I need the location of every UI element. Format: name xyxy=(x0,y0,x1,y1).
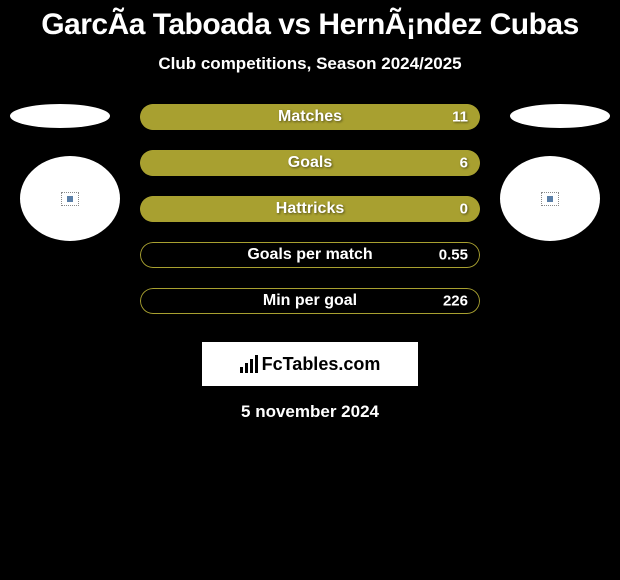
flag-right-icon xyxy=(541,192,559,206)
logo-chart-icon xyxy=(240,355,258,373)
main-container: GarcÃ­a Taboada vs HernÃ¡ndez Cubas Club… xyxy=(0,0,620,422)
stat-bars: Matches 11 Goals 6 Hattricks 0 Goals per… xyxy=(140,104,480,334)
stat-bar: Goals 6 xyxy=(140,150,480,176)
logo-text: FcTables.com xyxy=(262,354,381,375)
bar-label: Min per goal xyxy=(263,292,357,310)
flag-left-icon xyxy=(61,192,79,206)
stat-bar: Hattricks 0 xyxy=(140,196,480,222)
bar-value: 6 xyxy=(460,155,468,172)
player-right-circle xyxy=(500,156,600,241)
bar-value: 226 xyxy=(443,293,468,310)
bar-label: Hattricks xyxy=(276,200,344,218)
stat-bar: Min per goal 226 xyxy=(140,288,480,314)
logo-box: FcTables.com xyxy=(202,342,418,386)
bar-value: 11 xyxy=(452,109,468,126)
bar-label: Goals xyxy=(288,154,332,172)
page-title: GarcÃ­a Taboada vs HernÃ¡ndez Cubas xyxy=(0,8,620,42)
bar-value: 0 xyxy=(460,201,468,218)
bar-label: Goals per match xyxy=(247,246,372,264)
player-left-ellipse xyxy=(10,104,110,128)
stat-bar: Goals per match 0.55 xyxy=(140,242,480,268)
bar-label: Matches xyxy=(278,108,342,126)
date-text: 5 november 2024 xyxy=(0,402,620,422)
player-right-ellipse xyxy=(510,104,610,128)
subtitle: Club competitions, Season 2024/2025 xyxy=(0,54,620,74)
chart-area: Matches 11 Goals 6 Hattricks 0 Goals per… xyxy=(0,104,620,324)
player-left-circle xyxy=(20,156,120,241)
stat-bar: Matches 11 xyxy=(140,104,480,130)
bar-value: 0.55 xyxy=(439,247,468,264)
